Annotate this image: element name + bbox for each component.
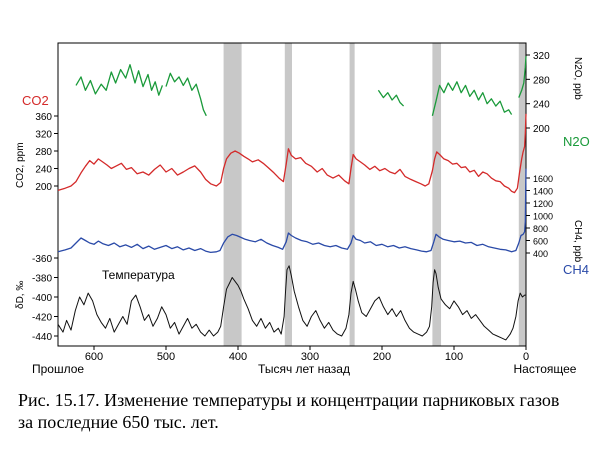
ch4-series-label: CH4 <box>563 262 589 277</box>
ch4-tick-label: 800 <box>533 224 548 234</box>
n2o-line <box>75 64 164 96</box>
ch4-tick-label: 1200 <box>533 199 553 209</box>
co2-tick-label: 360 <box>35 112 52 123</box>
interglacial-band <box>284 43 292 346</box>
ch4-tick-label: 400 <box>533 249 548 259</box>
co2-series-label: CO2 <box>22 93 49 108</box>
y-axes: 200 240 280 320 200 240 280 320 360 400 600 800 1000… <box>32 51 553 343</box>
interglacial-band <box>518 43 526 346</box>
temp-tick-label: -360 <box>32 254 52 265</box>
x-tick-label: 500 <box>157 351 175 363</box>
temp-tick-label: -440 <box>32 332 52 343</box>
x-tick-label: 100 <box>445 351 463 363</box>
n2o-series-label: N2O <box>563 134 590 149</box>
n2o-tick-label: 240 <box>533 100 550 111</box>
ch4-tick-label: 1400 <box>533 187 553 197</box>
temp-tick-label: -380 <box>32 274 52 285</box>
ch4-tick-label: 1600 <box>533 174 553 184</box>
temp-axis-label: δD, ‰ <box>15 281 26 309</box>
x-axis: 600 500 400 300 200 100 0 <box>85 346 529 363</box>
n2o-line <box>165 72 207 117</box>
interglacial-band <box>349 43 355 346</box>
n2o-tick-label: 200 <box>533 124 550 135</box>
x-tick-label: 300 <box>301 351 319 363</box>
interglacial-band <box>432 43 442 346</box>
x-tick-label: 600 <box>85 351 103 363</box>
co2-tick-label: 280 <box>35 147 52 158</box>
x-axis-title: Тысяч лет назад <box>258 362 350 376</box>
n2o-tick-label: 320 <box>533 51 550 62</box>
co2-tick-label: 240 <box>35 165 52 176</box>
n2o-line <box>377 89 405 107</box>
ch4-tick-label: 1000 <box>533 212 553 222</box>
n2o-axis-label: N2O, ppb <box>572 57 583 100</box>
interglacial-band <box>223 43 242 346</box>
x-axis-left-label: Прошлое <box>32 362 84 376</box>
x-tick-label: 0 <box>523 351 529 363</box>
interglacial-bands <box>223 43 526 346</box>
x-tick-label: 200 <box>373 351 391 363</box>
n2o-line <box>431 81 513 116</box>
co2-tick-label: 200 <box>35 182 52 193</box>
temp-tick-label: -400 <box>32 293 52 304</box>
temp-tick-label: -420 <box>32 313 52 324</box>
x-tick-label: 400 <box>229 351 247 363</box>
caption-line-1: Рис. 15.17. Изменение температуры и конц… <box>18 390 560 410</box>
series-lines <box>57 56 527 341</box>
ch4-line <box>57 168 527 254</box>
co2-tick-label: 320 <box>35 130 52 141</box>
co2-line <box>57 113 527 194</box>
n2o-tick-label: 280 <box>533 75 550 86</box>
ch4-axis-label: CH4, ppb <box>572 220 583 263</box>
ch4-tick-label: 600 <box>533 237 548 247</box>
paleoclimate-chart: 600 500 400 300 200 100 0 20024028032020024028… <box>15 42 590 376</box>
n2o-line <box>518 56 527 98</box>
temperature-series-label: Температура <box>102 268 175 282</box>
x-axis-right-label: Настоящее <box>514 362 577 376</box>
caption-line-2: за последние 650 тыс. лет. <box>18 412 219 432</box>
temp-line <box>57 265 526 341</box>
co2-axis-label: CO2, ppm <box>15 142 26 188</box>
figure-caption: Рис. 15.17. Изменение температуры и конц… <box>18 389 608 433</box>
